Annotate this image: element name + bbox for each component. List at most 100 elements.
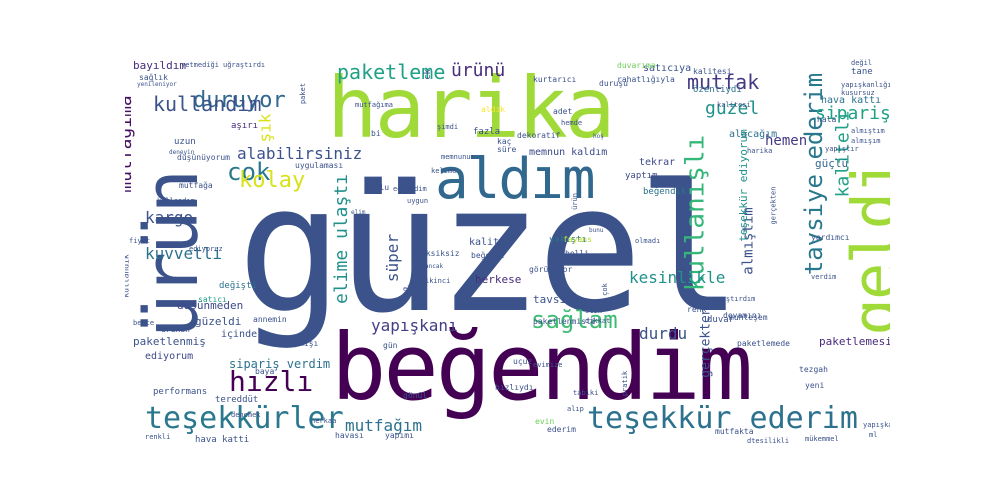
word-stok: stok [585, 307, 602, 315]
word-yetmedigi: yetmediği [181, 61, 219, 69]
word-mutfagima-small: mutfağıma [355, 101, 393, 109]
word-super-vertical: süper [383, 233, 403, 283]
word-bence: bence [133, 319, 155, 327]
word-kullanisi: kullanışı [275, 339, 319, 348]
word-annemin: annemin [253, 315, 287, 324]
word-olmadi: olmadı [635, 237, 661, 245]
word-yaptim: yaptım [625, 171, 658, 181]
word-herkaa: herkaa [311, 417, 337, 425]
word-kalite: kalite [469, 237, 506, 248]
word-eksiksiz: eksiksiz [421, 249, 460, 258]
word-dusunuyorum: düşünüyorum [177, 153, 230, 162]
word-yapimi: yapımı [385, 431, 414, 440]
word-kullandim-small: kullandım [157, 197, 195, 205]
word-saglam: sağlam [531, 306, 618, 334]
word-ederim: ederim [547, 425, 576, 434]
word-guclu: güçlü [815, 157, 849, 170]
word-ck-vertical: ck [422, 69, 433, 80]
word-baya: baya [255, 367, 275, 376]
word-almistim-small: almıştım [851, 127, 885, 135]
word-alip: alıp [567, 405, 584, 413]
word-ancak: ancak [425, 263, 444, 270]
word-renkli: renkli [145, 433, 171, 441]
word-dusunmeden: düşünmeden [177, 299, 244, 312]
word-kuvvetli: kuvvetli [145, 244, 223, 263]
word-yapiskani: yapışkanı [371, 316, 458, 335]
word-gercekten-small-vertical: gerçekten [769, 186, 778, 225]
word-performans: performans [153, 387, 208, 397]
word-asiri: aşırı [231, 121, 259, 131]
word-mutfakta: mutfakta [715, 427, 754, 436]
word-cok-vertical: çok [600, 283, 609, 296]
word-siparis-verdim: sipariş verdim [229, 357, 331, 371]
word-edemedim: edemedim [393, 185, 427, 193]
word-degisti: değişti [219, 281, 257, 291]
word-fayans: fayans [563, 235, 592, 244]
word-kurtarici: kurtarıcı [533, 75, 577, 84]
word-mutfak: mutfak [687, 70, 760, 94]
word-duruyor: duruyor [193, 88, 286, 113]
word-bayildim: bayıldım [133, 59, 186, 72]
word-ediyoruz: ediyoruz [189, 245, 223, 253]
word-harika: harika [327, 59, 615, 157]
word-dtesilikli: dtesilikli [747, 437, 790, 444]
word-herkese: herkese [475, 273, 522, 286]
word-kelime: kelime [431, 167, 457, 175]
word-duvar: duvar [707, 315, 735, 325]
word-kullandik-vertical: kullandik [125, 254, 131, 298]
word-deneyin: deneyin [169, 149, 195, 156]
word-durdu: durdu [639, 324, 688, 343]
word-tavsiye: tavsiye [533, 293, 580, 306]
word-ediyorum: ediyorum [145, 351, 194, 362]
word-tesekkur-ederim: teşekkür ederim [587, 401, 858, 436]
word-uygulamasi: uygulaması [295, 161, 344, 170]
word-tane: tane [851, 67, 873, 77]
word-hava-katti: hava kattı [821, 95, 882, 106]
word-verdim: verdim [811, 273, 837, 281]
word-mutfaga: mutfağa [179, 181, 213, 190]
word-hos: hoş [593, 133, 604, 140]
word-urunun: ürünün [161, 325, 190, 334]
word-yapistirdim: yapıştırdım [709, 295, 756, 303]
word-hava-katti-small: hava katti [195, 435, 250, 444]
word-paketlenmisti: paketlenmisti [533, 317, 596, 326]
word-begendim: beğendim [331, 314, 753, 421]
word-bunu: bunu [589, 227, 604, 234]
word-bi-small: bı [411, 249, 420, 257]
word-kargo: kargo [145, 208, 194, 227]
word-duvarima: duvarıma [617, 61, 656, 70]
word-guzeldi: güzeldi [195, 315, 242, 328]
word-yapistir: yapıştır [825, 145, 859, 153]
word-tesekkurler: teşekkürler [145, 401, 344, 436]
word-uzun: uzun [174, 137, 196, 147]
word-kac: kaç [497, 137, 512, 146]
word-hemde: hemde [561, 119, 583, 127]
word-ugrastirdi: uğraştırdı [223, 61, 266, 69]
word-kesinlikle: kesinlikle [629, 268, 726, 287]
word-icinde: içinde [221, 329, 258, 340]
word-adet: adet [553, 107, 573, 116]
word-belli: belli [565, 249, 590, 258]
word-memnunum: memnunum [441, 153, 475, 161]
word-pratik-vertical: pratik [621, 370, 630, 397]
word-guzel-small: guzel [705, 98, 760, 119]
word-fiyata: fiyata [275, 301, 301, 309]
word-guclu-small: guclu [365, 183, 390, 192]
word-durusu: duruşu [599, 79, 628, 88]
word-guzel-large: güzel [237, 147, 743, 352]
word-mutfagima-vertical: mutfağıma [125, 95, 136, 193]
word-urunu: ürünü [451, 60, 506, 81]
word-memnun-kaldim: memnun kaldım [529, 147, 608, 158]
word-cok: cok [227, 158, 271, 186]
word-bi: bi [371, 129, 381, 138]
word-ucuz: uçuz [513, 357, 533, 366]
word-sure: süre [497, 145, 517, 154]
word-elim: elim [351, 209, 366, 216]
word-havasi: havası [335, 431, 364, 440]
word-gun: gün [383, 341, 398, 350]
word-tereddut: tereddüt [215, 395, 259, 405]
word-kusursuz: kusursuz [841, 89, 875, 97]
word-mukemmel: mükemmel [805, 435, 839, 443]
word-renk: renk [687, 305, 707, 314]
word-elime: elime [403, 285, 425, 293]
